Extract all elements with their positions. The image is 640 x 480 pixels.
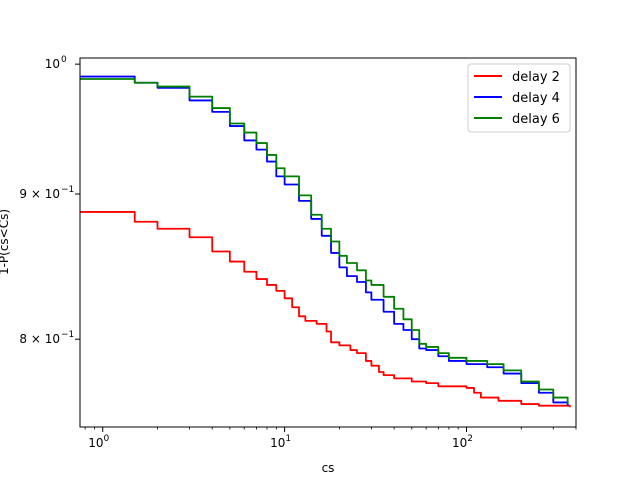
legend: delay 2 delay 4 delay 6 [467, 63, 571, 133]
series-line-delay-6 [80, 78, 569, 405]
y-tick-exponent-2: −1 [61, 330, 74, 340]
series-layer [80, 75, 571, 408]
legend-box [467, 63, 571, 133]
legend-label-delay-4: delay 4 [512, 91, 560, 106]
series-line-delay-2 [80, 211, 571, 408]
legend-label-delay-6: delay 6 [512, 112, 560, 127]
y-tick-label-1: 9 × 10 [19, 187, 60, 201]
series-line-delay-4 [80, 75, 569, 406]
y-tick-label-2: 8 × 10 [19, 332, 60, 346]
x-axis-label: cs [322, 461, 335, 475]
plot-frame [79, 57, 577, 428]
legend-label-delay-2: delay 2 [512, 70, 560, 85]
y-tick-label-0: 10 [45, 57, 60, 71]
y-tick-exponent-1: −1 [61, 185, 74, 195]
y-tick-exponent-0: 0 [61, 55, 67, 65]
y-axis-label: 1-P(cs<Cs) [0, 209, 11, 275]
